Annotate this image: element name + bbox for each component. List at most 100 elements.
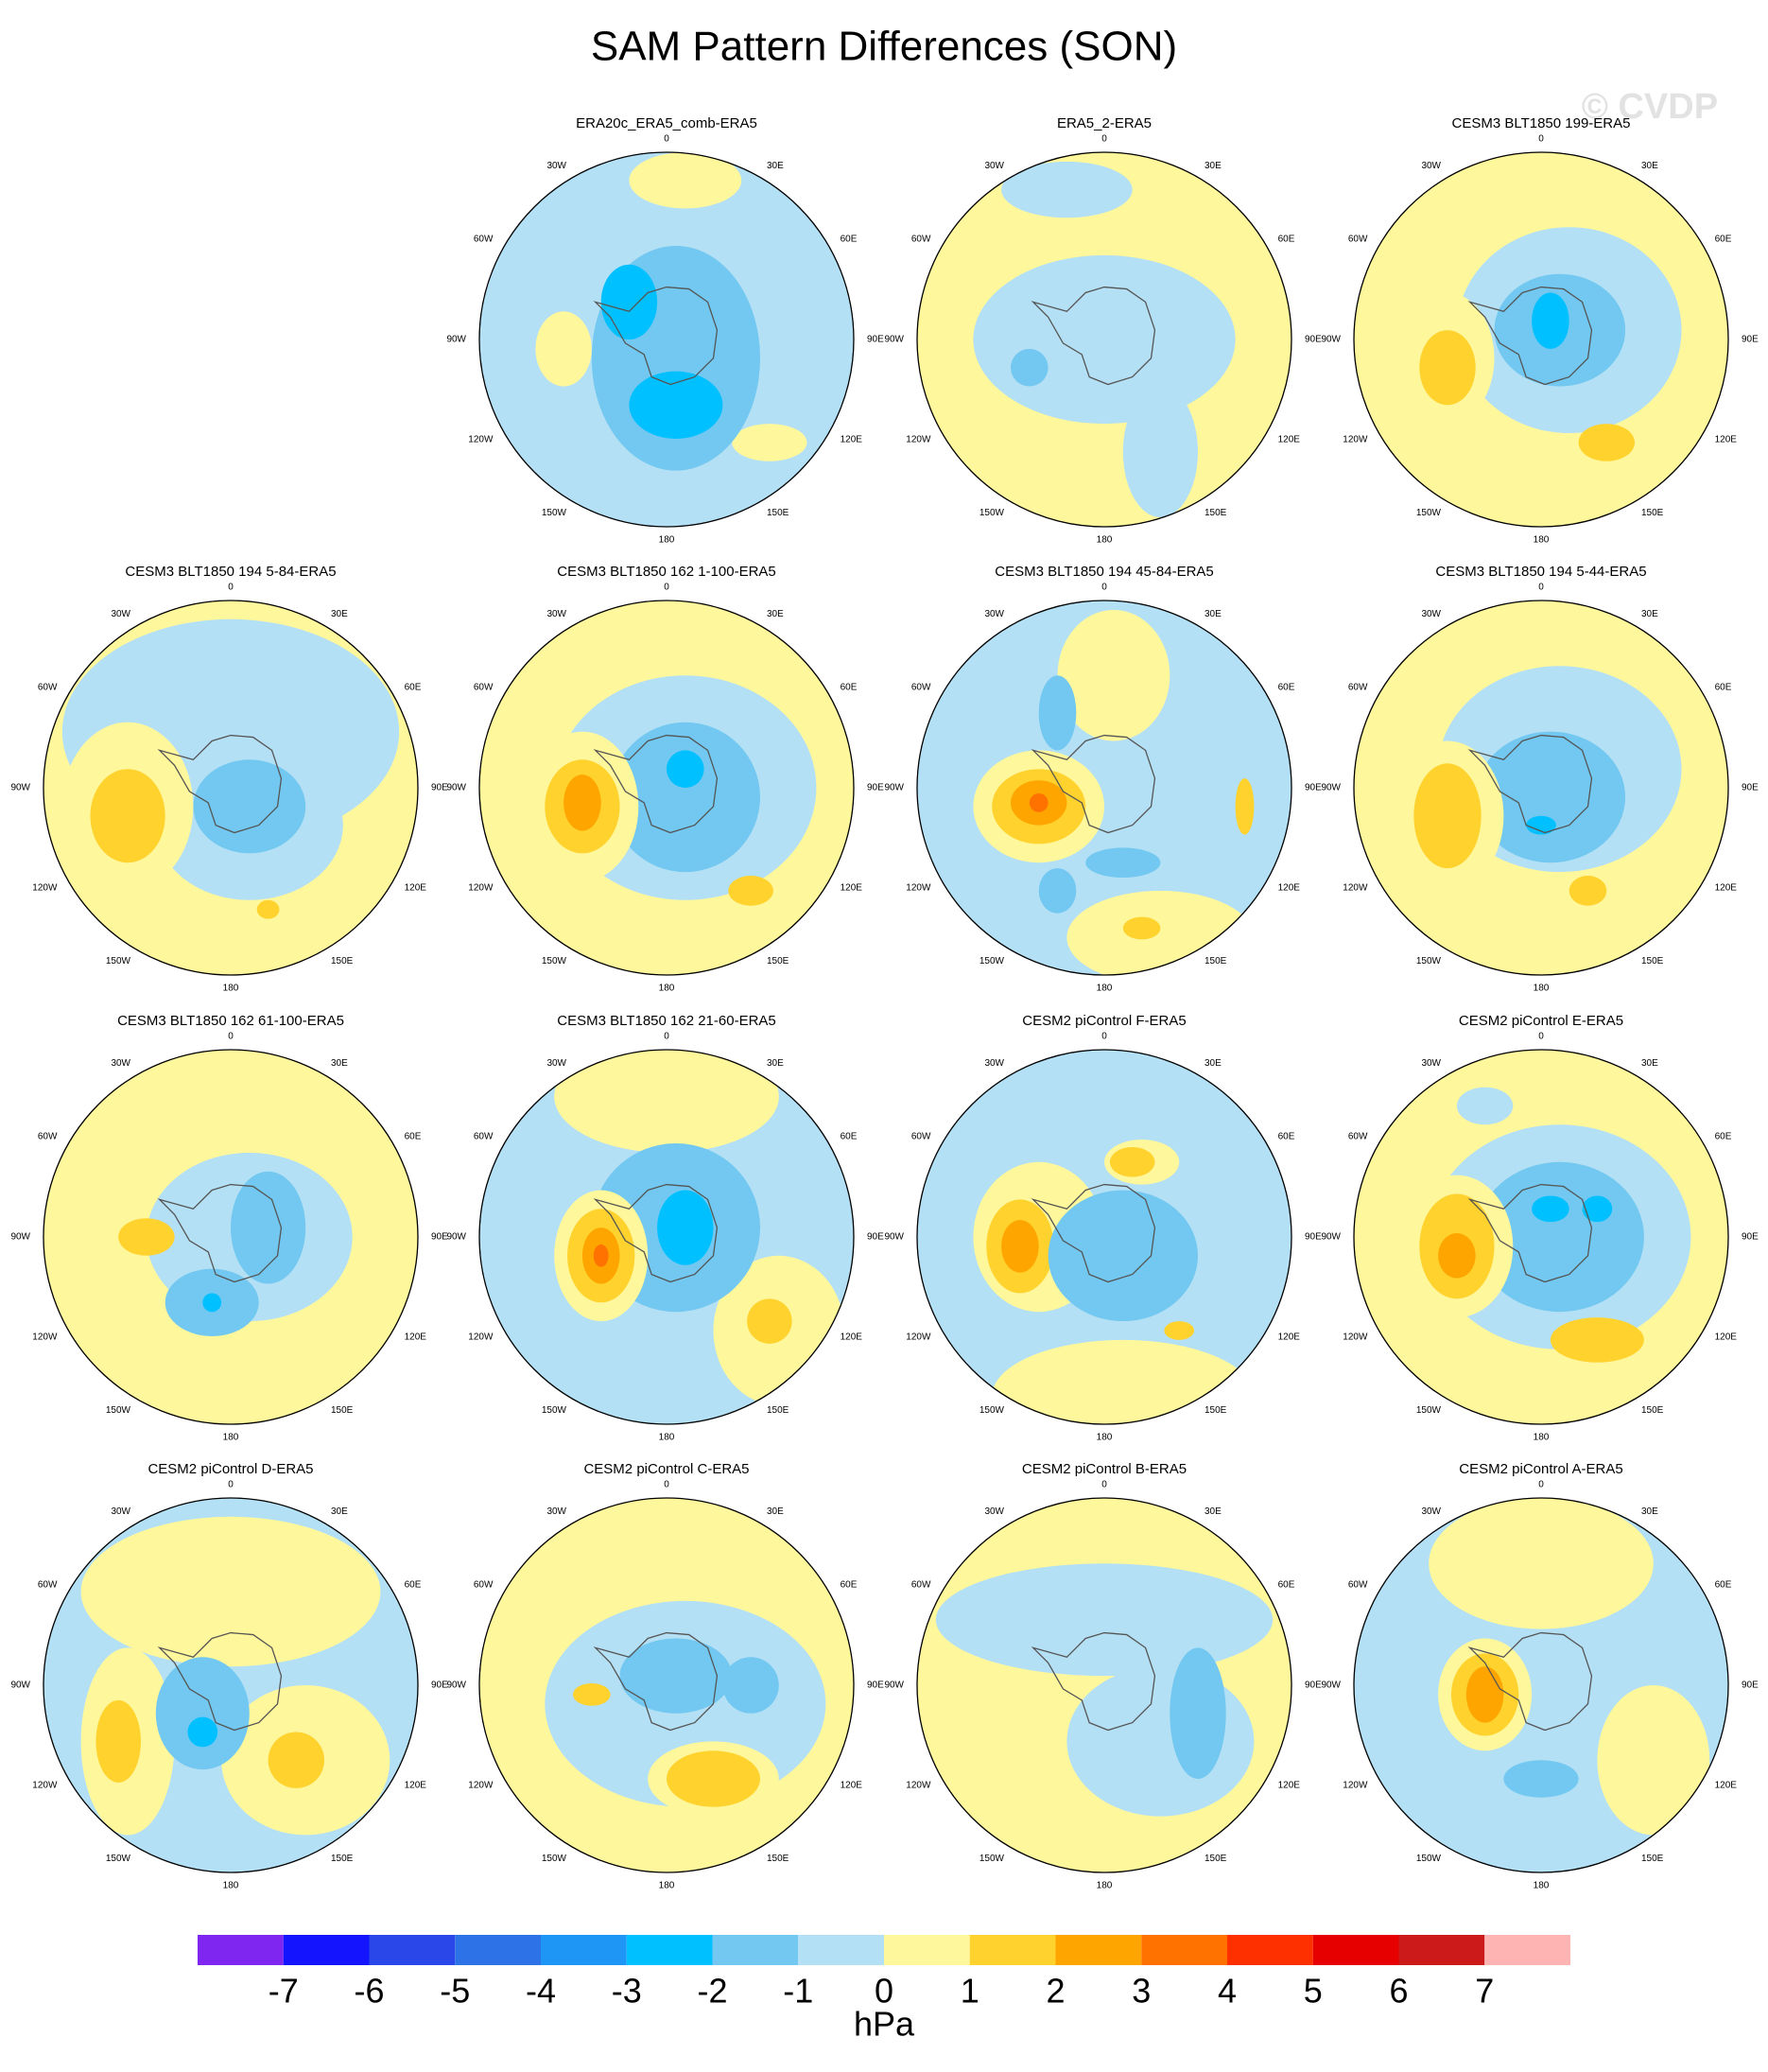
longitude-label: 90E [431, 783, 448, 793]
map-title: CESM2 piControl E-ERA5 [1459, 1013, 1623, 1029]
field-contour [1578, 424, 1636, 461]
colorbar-tick-label: -3 [612, 1972, 642, 2011]
longitude-label: 90W [10, 1680, 30, 1691]
longitude-label: 180 [659, 984, 675, 994]
longitude-label: 120E [1278, 1332, 1301, 1343]
longitude-label: 90W [1321, 783, 1341, 793]
map-title: CESM3 BLT1850 199-ERA5 [1452, 115, 1631, 131]
longitude-label: 120W [32, 883, 58, 894]
field-contour [554, 1050, 779, 1153]
longitude-label: 120W [1343, 435, 1368, 445]
map-border [1353, 1497, 1729, 1873]
longitude-label: 30E [1641, 609, 1658, 619]
longitude-label: 90W [446, 335, 466, 345]
map-border [478, 600, 855, 976]
polar-map: CESM3 BLT1850 162 21-60-ERA5 0 30E 60E 90E 12… [446, 1013, 884, 1443]
colorbar-tick-label: 3 [1132, 1972, 1151, 2011]
longitude-label: 30W [1421, 609, 1441, 619]
polar-map: CESM3 BLT1850 162 1-100-ERA5 0 30E 60E 90E 12… [446, 564, 884, 994]
field-contour [573, 1683, 611, 1706]
polar-map: CESM2 piControl B-ERA5 0 30E 60E 90E 120E 150E… [884, 1461, 1322, 1891]
longitude-label: 150E [767, 1405, 789, 1416]
longitude-label: 60W [38, 1580, 58, 1591]
longitude-label: 30W [111, 609, 130, 619]
longitude-label: 90W [884, 1680, 904, 1691]
field-contour [1526, 815, 1556, 835]
colorbar-tick-label: 7 [1475, 1972, 1494, 2011]
longitude-label: 30W [546, 609, 566, 619]
colorbar-box [541, 1935, 627, 1965]
map-title: CESM3 BLT1850 194 5-44-ERA5 [1435, 564, 1646, 580]
colorbar-box [712, 1935, 799, 1965]
longitude-label: 180 [223, 1881, 239, 1891]
longitude-label: 0 [664, 583, 669, 593]
longitude-label: 60E [1715, 235, 1732, 245]
colorbar-box [1484, 1935, 1570, 1965]
colorbar-unit: hPa [854, 2005, 915, 2044]
field-shading [479, 1498, 854, 1872]
longitude-label: 0 [1101, 1032, 1107, 1042]
colorbar-tick-label: -6 [354, 1972, 384, 2011]
field-contour [1456, 1087, 1514, 1125]
longitude-label: 30W [984, 1058, 1004, 1069]
field-contour [1109, 1146, 1155, 1177]
longitude-label: 30W [1421, 161, 1441, 171]
longitude-label: 90W [1321, 1232, 1341, 1243]
polar-map: CESM3 BLT1850 162 61-100-ERA5 0 30E 60E 90E 1… [10, 1013, 448, 1443]
map-title: CESM3 BLT1850 162 21-60-ERA5 [557, 1013, 776, 1029]
colorbar-box [626, 1935, 713, 1965]
field-contour [732, 424, 807, 461]
longitude-label: 30W [984, 161, 1004, 171]
map-border [916, 1497, 1292, 1873]
longitude-label: 60E [841, 683, 858, 693]
map-border [43, 1497, 419, 1873]
longitude-label: 90W [10, 1232, 30, 1243]
map-border [1353, 151, 1729, 528]
longitude-label: 60W [911, 683, 931, 693]
longitude-label: 30E [1641, 161, 1658, 171]
longitude-label: 90W [1321, 335, 1341, 345]
longitude-label: 180 [659, 535, 675, 546]
longitude-label: 90E [1742, 335, 1759, 345]
coastline [157, 1631, 283, 1732]
longitude-label: 90E [431, 1232, 448, 1243]
longitude-label: 90E [1305, 1680, 1322, 1691]
longitude-label: 150E [1641, 1405, 1664, 1416]
field-contour [1057, 609, 1170, 741]
field-contour [657, 1190, 714, 1265]
longitude-label: 60W [911, 235, 931, 245]
longitude-label: 90W [446, 1232, 466, 1243]
field-contour [1066, 1666, 1255, 1817]
longitude-label: 60E [405, 1580, 422, 1591]
colorbar-box [798, 1935, 884, 1965]
longitude-label: 90W [884, 1232, 904, 1243]
longitude-label: 60E [1715, 1580, 1732, 1591]
field-shading [917, 1050, 1291, 1424]
field-contour [600, 264, 658, 340]
longitude-label: 120E [1715, 1332, 1738, 1343]
longitude-label: 30E [331, 609, 348, 619]
field-contour [80, 1516, 381, 1667]
field-contour [629, 371, 723, 439]
longitude-label: 120E [405, 1781, 427, 1791]
colorbar-tick-label: 4 [1218, 1972, 1237, 2011]
longitude-label: 30E [1205, 161, 1222, 171]
longitude-label: 150E [1205, 1854, 1227, 1864]
longitude-label: 120E [405, 883, 427, 894]
watermark: © CVDP [1582, 87, 1718, 127]
longitude-label: 150W [1416, 956, 1442, 966]
longitude-label: 90W [884, 783, 904, 793]
field-contour [1085, 847, 1161, 879]
longitude-label: 150W [979, 1854, 1005, 1864]
longitude-label: 30E [767, 609, 784, 619]
longitude-label: 150E [331, 956, 354, 966]
longitude-label: 120W [906, 1332, 931, 1343]
longitude-label: 120W [468, 1332, 494, 1343]
longitude-label: 180 [1097, 984, 1113, 994]
longitude-label: 150E [1205, 508, 1227, 518]
longitude-label: 60W [38, 683, 58, 693]
longitude-label: 60W [474, 235, 494, 245]
longitude-label: 30E [767, 1506, 784, 1517]
longitude-label: 90W [1321, 1680, 1341, 1691]
